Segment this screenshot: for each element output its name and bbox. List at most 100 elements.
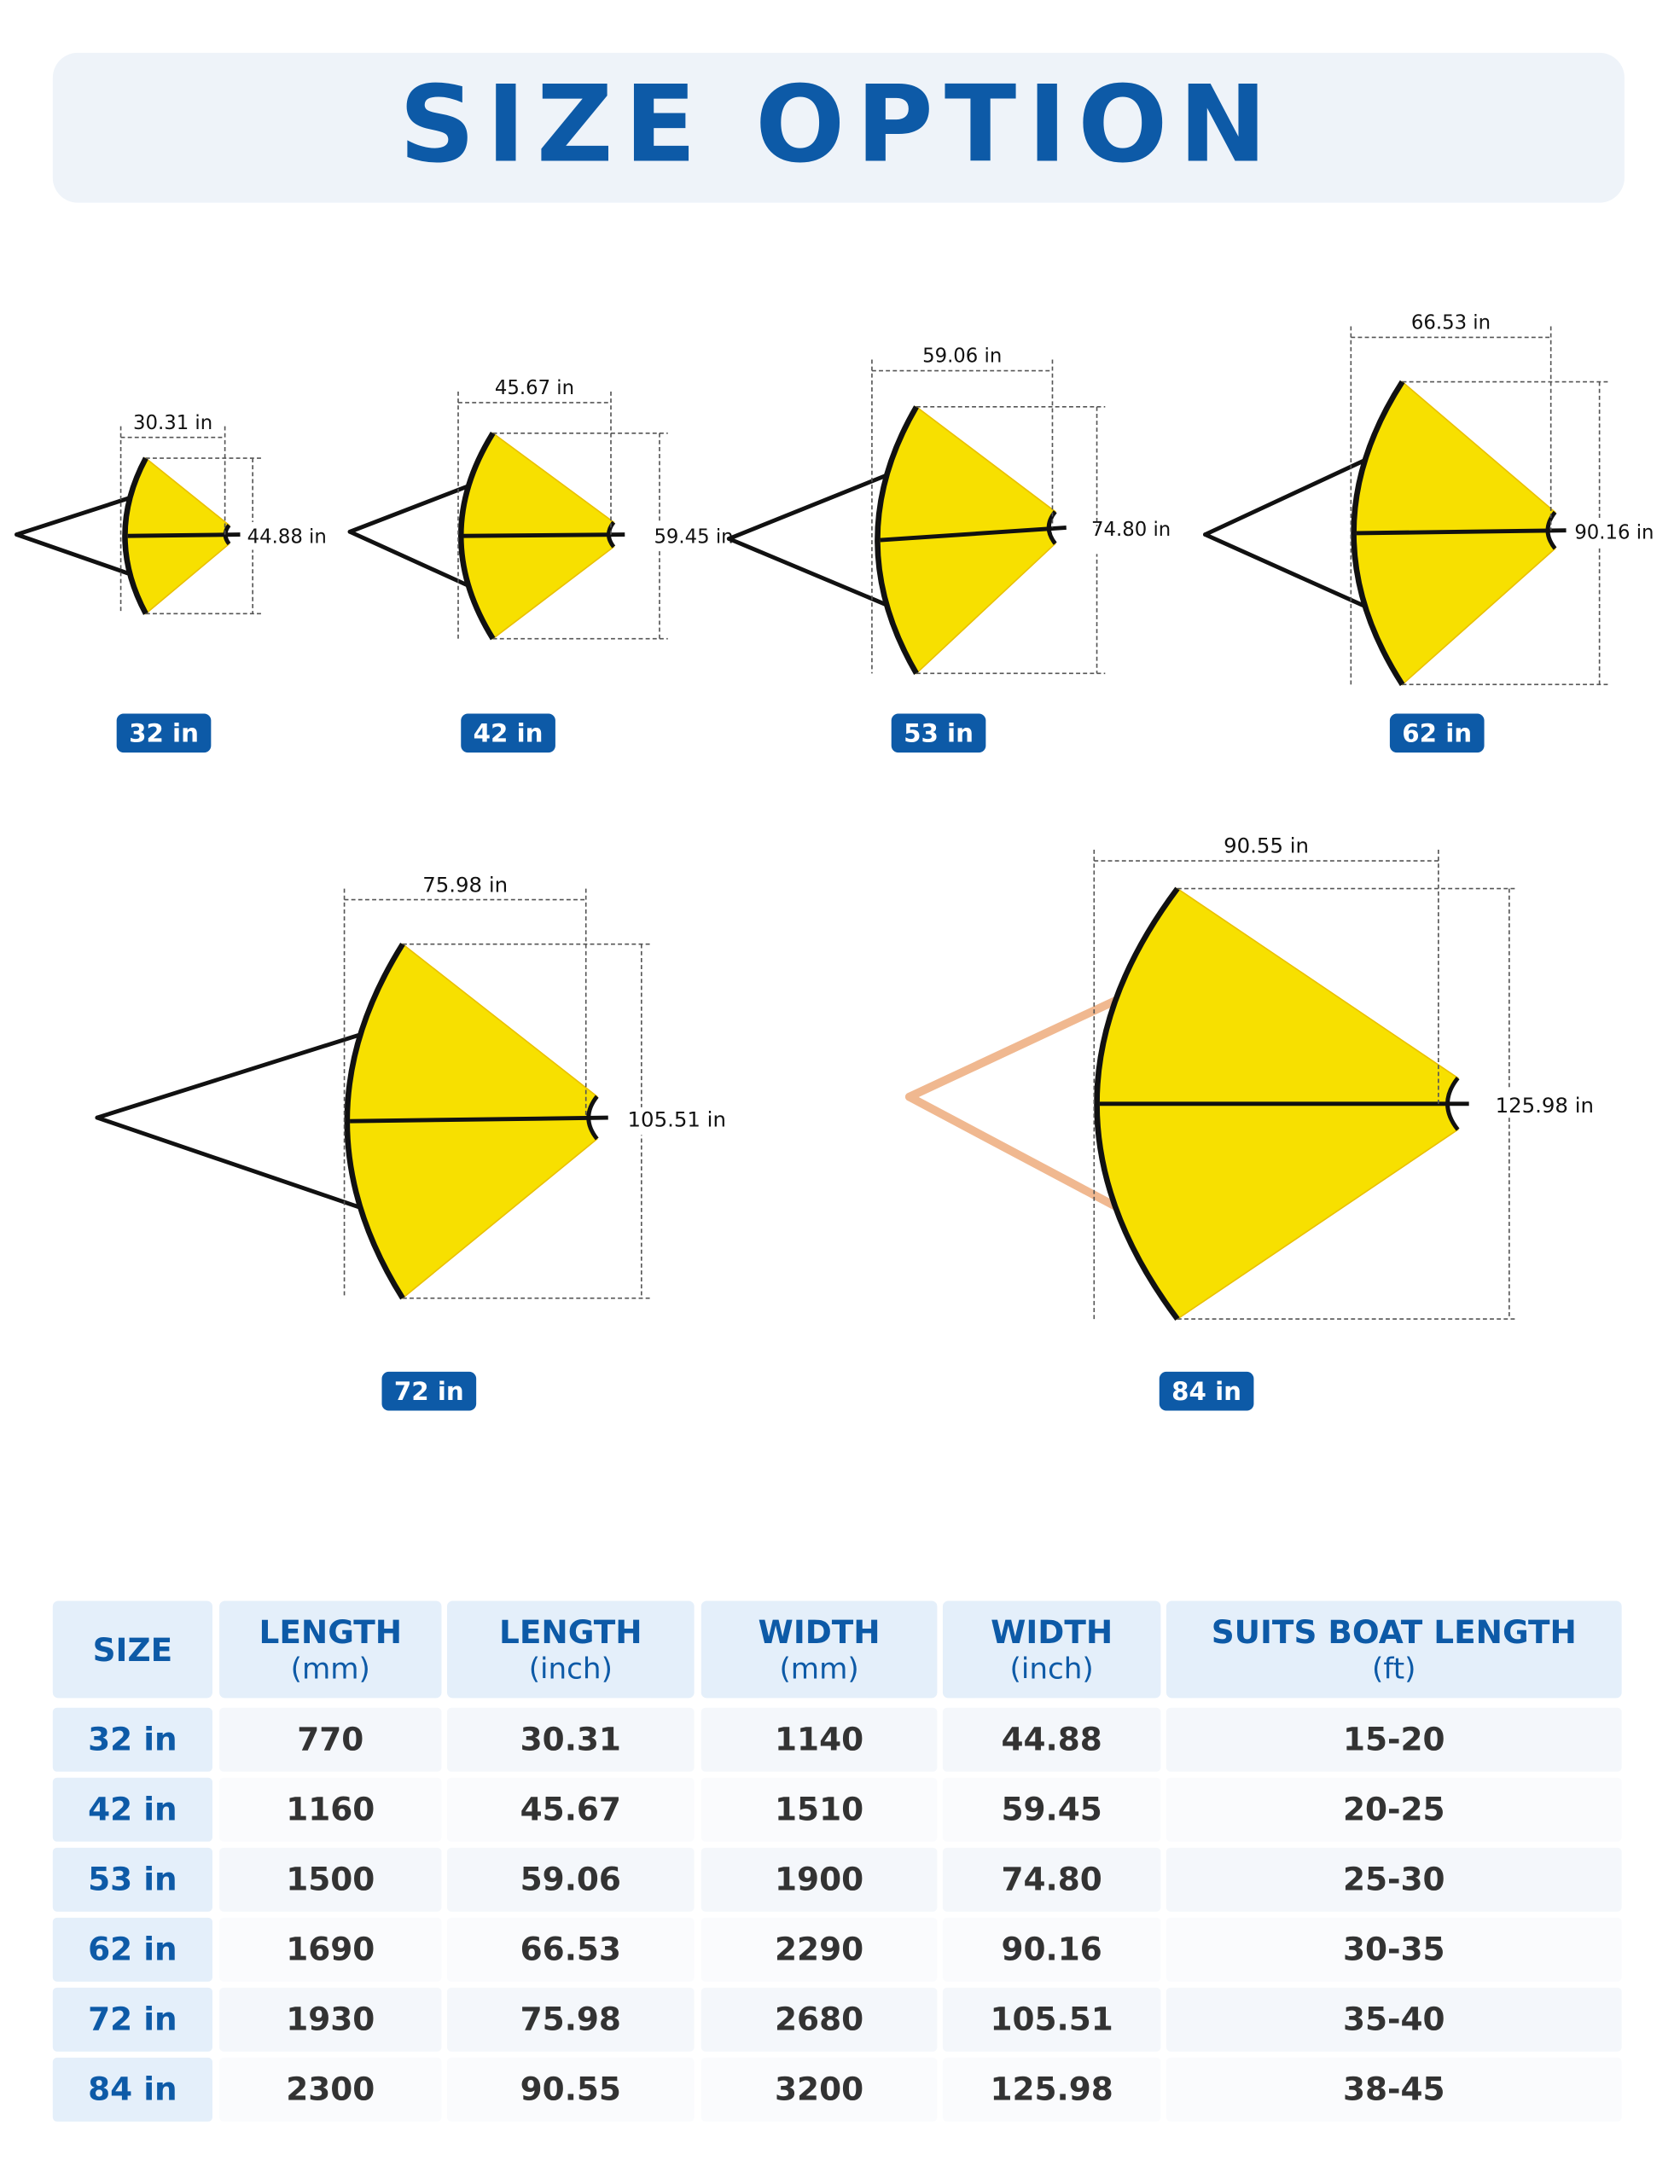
width-label-bg: [651, 521, 735, 550]
table-cell: [52, 1917, 212, 1982]
cell-value: 35-40: [1343, 2000, 1445, 2037]
header-cell: [1166, 1600, 1622, 1699]
table-cell: [219, 1917, 442, 1982]
cell-value: 45.67: [520, 1790, 621, 1827]
table-cell: [942, 1777, 1161, 1842]
table-cell: [446, 2057, 695, 2122]
strap: [347, 529, 474, 590]
strap: [347, 482, 474, 534]
size-badge: [116, 713, 212, 753]
table-cell: [219, 1987, 442, 2052]
header-unit: (mm): [291, 1652, 370, 1686]
row-size: 84 in: [88, 2070, 177, 2107]
size-badge-label: 72 in: [394, 1377, 464, 1406]
strap: [15, 532, 135, 578]
cell-value: 66.53: [520, 1930, 621, 1967]
strap: [1203, 455, 1373, 537]
table-cell: [52, 1987, 212, 2052]
cell-value: 2300: [286, 2070, 375, 2107]
table-cell: [700, 1987, 938, 2052]
strap: [904, 991, 1130, 1101]
row-size: 32 in: [88, 1720, 177, 1757]
strap: [904, 1092, 1130, 1216]
size-badge: [1389, 713, 1485, 753]
table-cell: [700, 1707, 938, 1772]
width-label-bg: [1501, 1089, 1584, 1118]
table-cell: [219, 1707, 442, 1772]
cell-value: 38-45: [1343, 2070, 1445, 2107]
cell-value: 74.80: [1001, 1860, 1102, 1897]
size-badge: [461, 713, 555, 753]
width-label: 105.51 in: [628, 1107, 726, 1131]
size-badge-label: 53 in: [904, 718, 974, 747]
size-badge-label: 84 in: [1171, 1377, 1241, 1406]
anchor-rim: [875, 405, 919, 675]
row-size: 62 in: [88, 1930, 177, 1967]
cell-value: 30.31: [520, 1720, 621, 1757]
cell-value: 770: [297, 1720, 363, 1757]
length-label: 45.67 in: [495, 377, 574, 399]
table-cell: [1166, 1917, 1622, 1982]
cell-value: 2290: [775, 1930, 863, 1967]
header-title: LENGTH: [499, 1613, 642, 1651]
cell-value: 75.98: [520, 2000, 621, 2037]
header-title: SUITS BOAT LENGTH: [1212, 1613, 1577, 1651]
table-cell: [52, 1777, 212, 1842]
cell-value: 1510: [775, 1790, 863, 1827]
header-cell: [700, 1600, 938, 1699]
table-cell: [700, 1777, 938, 1842]
table-cell: [52, 2057, 212, 2122]
anchor-seam: [1356, 528, 1567, 536]
cell-value: 90.55: [520, 2070, 621, 2107]
size-badge-label: 32 in: [129, 718, 199, 747]
anchor-rim: [122, 456, 148, 615]
cell-value: 105.51: [990, 2000, 1113, 2037]
cell-value: 1160: [286, 1790, 375, 1827]
anchor-seam: [350, 1115, 608, 1124]
length-label: 66.53 in: [1411, 312, 1491, 334]
header-unit: (mm): [779, 1652, 858, 1686]
header-cell: [942, 1600, 1161, 1699]
row-size: 42 in: [88, 1790, 177, 1827]
width-label-bg: [1590, 519, 1675, 548]
size-badge: [381, 1371, 477, 1411]
width-label-bg: [244, 521, 328, 550]
table-cell: [446, 1917, 695, 1982]
cell-value: 20-25: [1343, 1790, 1445, 1827]
cell-value: 1500: [286, 1860, 375, 1897]
cell-value: 25-30: [1343, 1860, 1445, 1897]
size-badge-label: 42 in: [474, 718, 544, 747]
table-cell: [942, 1987, 1161, 2052]
header-cell: [219, 1600, 442, 1699]
cell-value: 44.88: [1001, 1720, 1102, 1757]
anchor-seam: [880, 526, 1067, 543]
width-label: 125.98 in: [1496, 1093, 1594, 1118]
width-label: 74.80 in: [1091, 519, 1171, 541]
width-label-bg: [1088, 526, 1172, 555]
size-badge-label: 62 in: [1402, 718, 1472, 747]
table-cell: [1166, 1987, 1622, 2052]
header-title: LENGTH: [259, 1613, 403, 1651]
width-label: 90.16 in: [1574, 521, 1654, 543]
table-cell: [942, 1917, 1161, 1982]
anchor-rim: [1094, 886, 1180, 1321]
table-cell: [446, 1777, 695, 1842]
cell-value: 1900: [775, 1860, 863, 1897]
header-title: WIDTH: [991, 1613, 1113, 1651]
strap: [15, 495, 135, 537]
header-box: [52, 52, 1625, 203]
table-cell: [219, 1777, 442, 1842]
size-badge: [1159, 1371, 1254, 1411]
row-size: 53 in: [88, 1860, 177, 1897]
strap: [95, 1115, 369, 1212]
table-cell: [700, 1847, 938, 1912]
cell-value: 125.98: [990, 2070, 1113, 2107]
anchor-rim: [458, 432, 496, 641]
cell-value: 90.16: [1001, 1930, 1102, 1967]
length-label: 30.31 in: [133, 412, 212, 434]
length-label: 75.98 in: [422, 872, 508, 897]
table-cell: [700, 1917, 938, 1982]
table-cell: [1166, 2057, 1622, 2122]
size-badge: [891, 713, 986, 753]
